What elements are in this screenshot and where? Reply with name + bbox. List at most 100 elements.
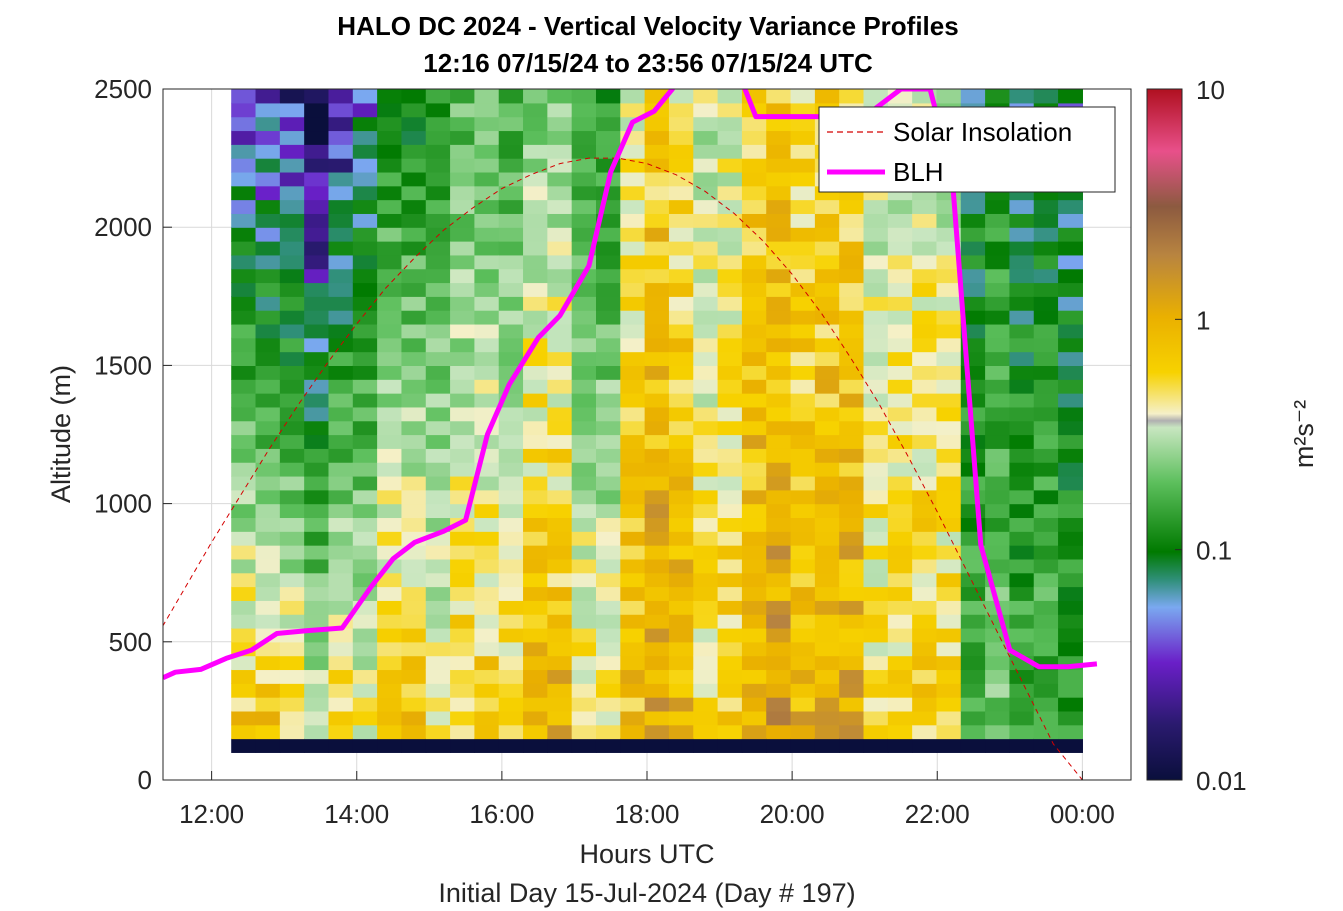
heatmap-cell [523, 102, 548, 118]
heatmap-cell [425, 475, 451, 491]
heatmap-cell [401, 89, 427, 104]
heatmap-cell [425, 144, 451, 159]
heatmap-cell [523, 241, 548, 256]
heatmap-cell [668, 296, 694, 311]
heatmap-cell [377, 724, 403, 740]
heatmap-cell [425, 102, 451, 118]
heatmap-cell [936, 379, 962, 394]
heatmap-cell [571, 185, 597, 201]
heatmap-cell [766, 144, 792, 159]
heatmap-cell [523, 282, 548, 297]
heatmap-cell [1009, 393, 1035, 408]
heatmap-cell [425, 462, 451, 477]
heatmap-cell [474, 144, 500, 159]
heatmap-cell [352, 130, 378, 145]
heatmap-cell [450, 531, 476, 546]
heatmap-cell [668, 655, 694, 671]
heatmap-cell [717, 406, 743, 422]
heatmap-cell [595, 268, 621, 284]
blh-line [163, 89, 1098, 680]
heatmap-cell [352, 614, 378, 629]
heatmap-cell [766, 503, 792, 519]
heatmap-cell [644, 697, 670, 712]
heatmap-cell [498, 227, 524, 242]
heatmap-cell [231, 282, 257, 297]
heatmap-cell [255, 614, 281, 629]
heatmap-cell [401, 738, 427, 753]
heatmap-cell [255, 144, 281, 159]
heatmap-cell [377, 89, 403, 104]
heatmap-cell [498, 337, 524, 353]
heatmap-cell [912, 669, 938, 684]
heatmap-cell [450, 89, 476, 104]
heatmap-cell [693, 475, 719, 491]
heatmap-cell [498, 738, 524, 753]
heatmap-cell [352, 503, 378, 519]
heatmap-cell [401, 724, 427, 740]
heatmap-cell [717, 337, 743, 353]
heatmap-cell [887, 489, 913, 505]
heatmap-cell [1033, 683, 1059, 698]
heatmap-cell [255, 572, 281, 588]
heatmap-cell [863, 545, 889, 560]
heatmap-cell [401, 282, 427, 297]
heatmap-cell [401, 462, 427, 477]
heatmap-cell [571, 724, 597, 740]
heatmap-cell [304, 683, 330, 698]
heatmap-cell [717, 462, 743, 477]
heatmap-cell [595, 627, 621, 643]
heatmap-cell [887, 268, 913, 284]
y-tick-label: 1000 [94, 489, 152, 519]
heatmap-cell [304, 420, 330, 436]
heatmap-cell [450, 144, 476, 159]
heatmap-cell [328, 268, 354, 284]
heatmap-cell [328, 669, 354, 684]
heatmap-cell [231, 600, 257, 615]
heatmap-cell [1009, 448, 1035, 463]
heatmap-cell [863, 627, 889, 643]
heatmap-cell [523, 171, 548, 187]
heatmap-cell [644, 600, 670, 615]
heatmap-cell [547, 434, 573, 449]
heatmap-cell [571, 489, 597, 505]
heatmap-cell [620, 641, 646, 657]
heatmap-cell [595, 310, 621, 325]
heatmap-cell [474, 282, 500, 297]
heatmap-cell [279, 337, 305, 353]
heatmap-cell [279, 420, 305, 436]
heatmap-cell [936, 296, 962, 311]
heatmap-cell [912, 697, 938, 712]
heatmap-cell [328, 724, 354, 740]
heatmap-cell [912, 531, 938, 546]
heatmap-cell [1058, 337, 1083, 353]
heatmap-cell [620, 227, 646, 242]
heatmap-cell [231, 406, 257, 422]
heatmap-cell [498, 130, 524, 145]
heatmap-cell [814, 627, 840, 643]
heatmap-cell [912, 393, 938, 408]
heatmap-cell [304, 724, 330, 740]
heatmap-cell [790, 393, 816, 408]
heatmap-cell [887, 503, 913, 519]
heatmap-cell [279, 614, 305, 629]
heatmap-cell [571, 710, 597, 726]
heatmap-cell [523, 296, 548, 311]
heatmap-cell [401, 572, 427, 588]
heatmap-cell [352, 710, 378, 726]
heatmap-cell [425, 434, 451, 449]
heatmap-cell [741, 503, 767, 519]
heatmap-cell [352, 296, 378, 311]
heatmap-cell [693, 586, 719, 601]
heatmap-cell [401, 296, 427, 311]
heatmap-cell [498, 144, 524, 159]
heatmap-cell [912, 420, 938, 436]
colorbar-gradient [1147, 89, 1182, 780]
heatmap-cell [1033, 462, 1059, 477]
heatmap-cell [255, 738, 281, 753]
heatmap-cell [717, 158, 743, 173]
heatmap-cell [377, 669, 403, 684]
variance-heatmap [231, 89, 1083, 753]
heatmap-cell [450, 600, 476, 615]
heatmap-cell [814, 434, 840, 449]
